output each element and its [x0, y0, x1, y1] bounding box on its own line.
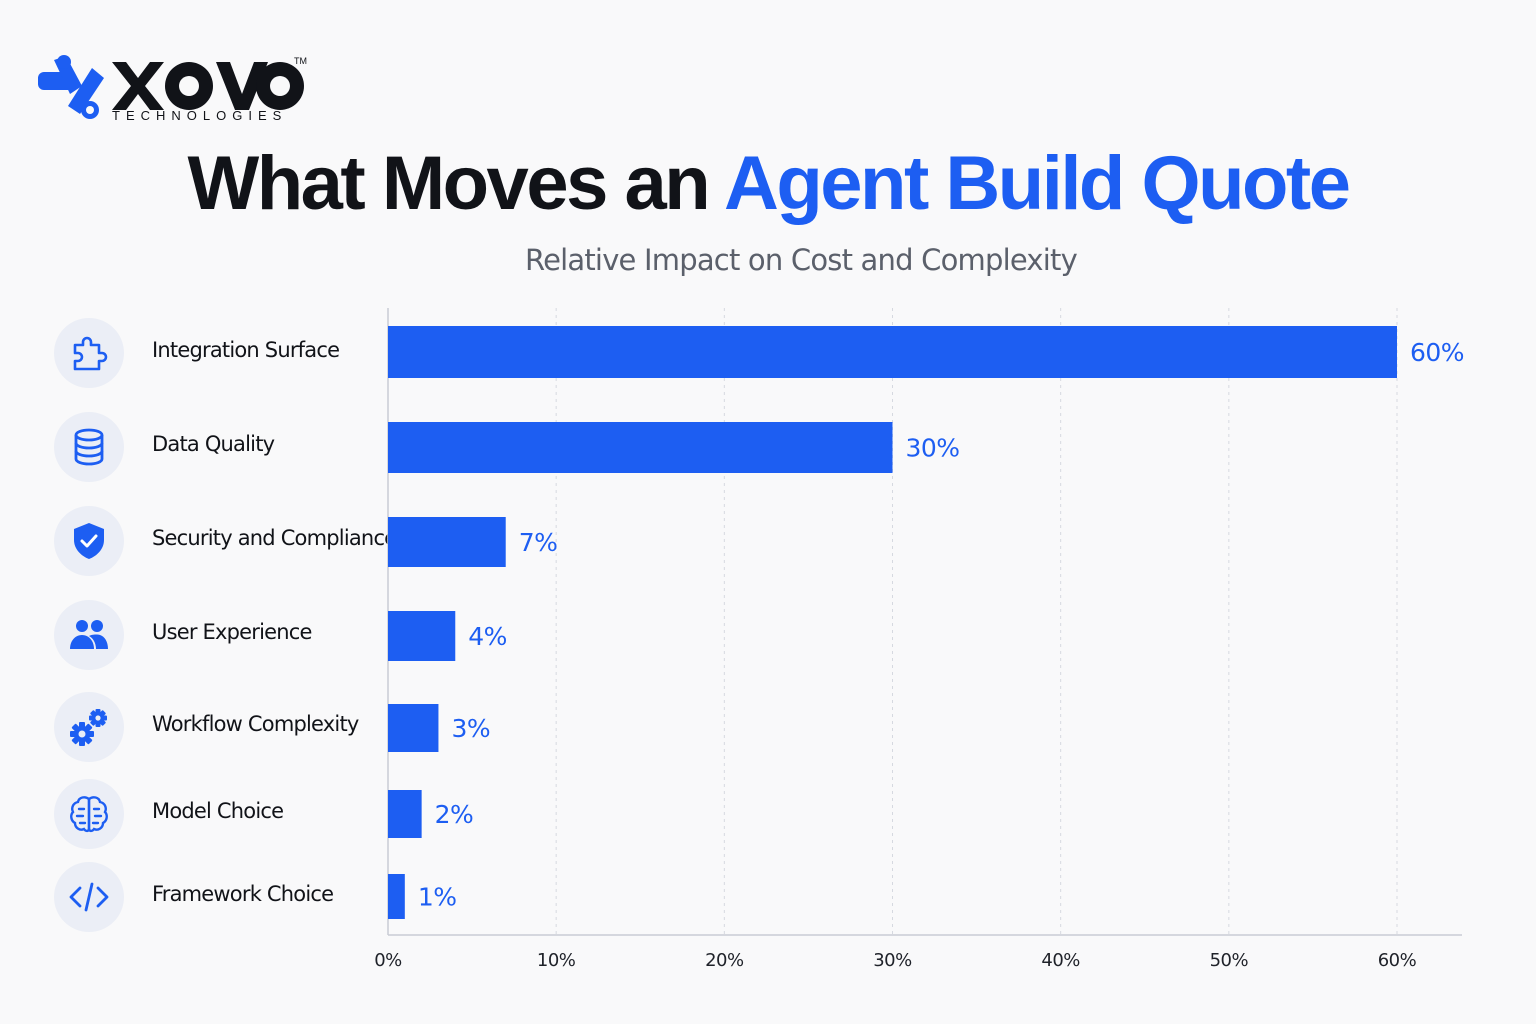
bar	[388, 326, 1397, 378]
factor-row: User Experience	[54, 600, 394, 670]
factor-row: Data Quality	[54, 412, 394, 482]
data-label: 4%	[468, 622, 507, 651]
x-tick-label: 40%	[1041, 950, 1080, 971]
code-icon	[69, 882, 109, 912]
x-tick-label: 20%	[705, 950, 744, 971]
shield-check-icon	[74, 523, 104, 559]
data-label: 1%	[418, 883, 457, 912]
factor-row: Security and Compliance	[54, 506, 397, 576]
factor-label-security-and-compliance: Security and Compliance	[152, 526, 397, 550]
factor-icon-badge	[54, 600, 124, 670]
title-part-2: Agent Build Quote	[723, 141, 1351, 226]
data-label: 3%	[451, 714, 490, 743]
factor-icon-badge	[54, 318, 124, 388]
bar	[388, 517, 506, 567]
bar	[388, 704, 439, 752]
x-tick-label: 50%	[1210, 950, 1249, 971]
gears-icon	[70, 709, 107, 746]
bar	[388, 790, 422, 838]
factor-label-model-choice: Model Choice	[152, 799, 284, 823]
factor-row: Framework Choice	[54, 862, 394, 932]
factor-row: Integration Surface	[54, 318, 394, 388]
puzzle-icon	[73, 336, 108, 371]
brand-logo: TM TECHNOLOGIES	[36, 52, 336, 128]
data-label: 7%	[519, 528, 558, 557]
xovo-mark-icon	[38, 55, 104, 119]
x-tick-label: 10%	[537, 950, 576, 971]
factor-icon-badge	[54, 779, 124, 849]
data-label: 60%	[1410, 338, 1464, 367]
x-tick-label: 30%	[873, 950, 912, 971]
bar	[388, 874, 405, 919]
factor-label-data-quality: Data Quality	[152, 432, 275, 456]
factor-label-integration-surface: Integration Surface	[152, 338, 340, 362]
brain-icon	[70, 796, 108, 833]
logo-tagline: TECHNOLOGIES	[112, 108, 287, 123]
logo-trademark: TM	[294, 56, 307, 66]
factor-row: Model Choice	[54, 779, 394, 849]
bar	[388, 611, 456, 661]
page-subtitle: Relative Impact on Cost and Complexity	[525, 243, 1078, 277]
x-tick-label: 0%	[374, 950, 402, 971]
factor-label-framework-choice: Framework Choice	[152, 882, 334, 906]
database-icon	[74, 428, 104, 466]
factor-icon-badge	[54, 862, 124, 932]
bar	[388, 422, 893, 473]
page-title: What Moves an Agent Build Quote	[0, 138, 1536, 230]
factor-icon-badge	[54, 412, 124, 482]
data-label: 30%	[906, 434, 960, 463]
x-tick-label: 60%	[1378, 950, 1417, 971]
factor-label-workflow-complexity: Workflow Complexity	[152, 712, 359, 736]
factor-row: Workflow Complexity	[54, 692, 394, 762]
xovo-wordmark	[112, 62, 304, 110]
data-label: 2%	[435, 800, 474, 829]
factor-icon-badge	[54, 506, 124, 576]
factor-icon-badge	[54, 692, 124, 762]
title-part-1: What Moves an	[187, 141, 710, 226]
factor-label-user-experience: User Experience	[152, 620, 312, 644]
users-icon	[70, 620, 108, 649]
